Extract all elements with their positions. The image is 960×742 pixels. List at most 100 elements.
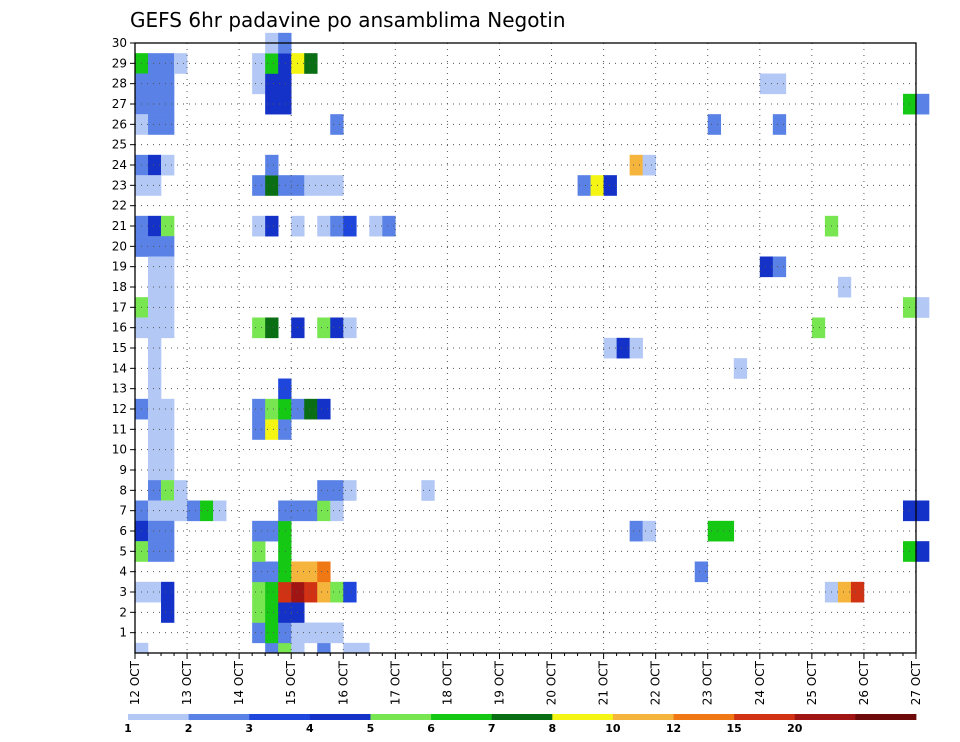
colorbar-label: 20 — [787, 722, 803, 735]
x-tick-label: 14 OCT — [232, 660, 246, 705]
heatmap-cell — [577, 175, 591, 196]
heatmap-cell — [252, 541, 266, 562]
heatmap-cell — [629, 337, 643, 359]
heatmap-cell — [278, 398, 292, 420]
heatmap-cell — [148, 439, 162, 461]
y-tick-label: 19 — [112, 260, 127, 274]
heatmap-cell — [317, 480, 331, 501]
x-tick-label: 25 OCT — [805, 660, 819, 705]
heatmap-cell — [616, 337, 630, 359]
heatmap-cell — [148, 175, 162, 196]
heatmap-cell — [252, 622, 266, 644]
heatmap-cell — [148, 297, 162, 318]
heatmap-cell — [720, 520, 735, 542]
heatmap-cell — [148, 114, 162, 135]
heatmap-cell — [317, 642, 331, 654]
heatmap-cell — [187, 500, 201, 522]
heatmap-cell — [148, 581, 162, 603]
heatmap-cell — [252, 419, 266, 440]
heatmap-cell — [265, 215, 279, 237]
y-tick-label: 16 — [112, 321, 127, 335]
x-tick-label: 12 OCT — [128, 660, 142, 705]
heatmap-cell — [772, 256, 787, 278]
heatmap-cell — [837, 276, 852, 298]
heatmap-cell — [148, 459, 162, 481]
heatmap-cell — [252, 215, 266, 237]
heatmap-cell — [265, 520, 279, 542]
heatmap-cell — [330, 581, 344, 603]
colorbar-label: 2 — [185, 722, 193, 735]
heatmap-cell — [265, 419, 279, 440]
heatmap-cell — [252, 561, 266, 583]
y-tick-label: 11 — [112, 422, 127, 436]
heatmap-cell — [330, 215, 344, 237]
heatmap-cell — [707, 520, 722, 542]
y-tick-label: 4 — [119, 565, 127, 579]
heatmap-cell — [265, 622, 279, 644]
colorbar-segment — [673, 714, 735, 720]
heatmap-cell — [161, 480, 175, 501]
heatmap-cell — [278, 73, 292, 95]
x-tick-label: 24 OCT — [753, 660, 767, 705]
heatmap-cell — [161, 419, 175, 440]
heatmap-cell — [148, 541, 162, 562]
heatmap-cell — [161, 602, 175, 623]
y-tick-label: 2 — [119, 605, 127, 619]
heatmap-cell — [252, 175, 266, 196]
y-tick-label: 20 — [112, 239, 127, 253]
heatmap-cell — [304, 581, 318, 603]
x-tick-label: 23 OCT — [701, 660, 715, 705]
heatmap-cell — [343, 581, 357, 603]
y-tick-label: 27 — [112, 97, 127, 111]
colorbar-label: 7 — [488, 722, 496, 735]
y-tick-label: 23 — [112, 178, 127, 192]
heatmap-cell — [252, 398, 266, 420]
heatmap-cell — [161, 297, 175, 318]
heatmap-cell — [629, 154, 643, 176]
colorbar-label: 3 — [245, 722, 253, 735]
heatmap-cell — [304, 622, 318, 644]
colorbar-label: 5 — [367, 722, 375, 735]
colorbar-segment — [431, 714, 493, 720]
y-tick-label: 22 — [112, 199, 127, 213]
heatmap-cell — [382, 215, 396, 237]
heatmap-cell — [278, 581, 292, 603]
heatmap-cell — [161, 93, 175, 115]
heatmap-cell — [343, 215, 357, 237]
heatmap-cell — [759, 256, 774, 278]
x-tick-label: 15 OCT — [284, 660, 298, 705]
heatmap-cell — [252, 602, 266, 623]
heatmap-cell — [200, 500, 214, 522]
heatmap-cell — [759, 73, 774, 95]
heatmap-cell — [317, 215, 331, 237]
heatmap-cell — [174, 53, 188, 74]
heatmap-cell — [148, 480, 162, 501]
heatmap-cell — [252, 520, 266, 542]
heatmap-cell — [278, 175, 292, 196]
y-axis: 1234567891011121314151617181920212223242… — [112, 36, 135, 640]
colorbar-segment — [612, 714, 674, 720]
heatmap-cell — [330, 480, 344, 501]
heatmap-cell — [850, 581, 865, 603]
heatmap-cell — [317, 581, 331, 603]
colorbar-label: 8 — [548, 722, 556, 735]
colorbar-label: 15 — [726, 722, 741, 735]
heatmap-cell — [811, 317, 826, 339]
y-tick-label: 10 — [112, 443, 127, 457]
heatmap-cell — [278, 419, 292, 440]
colorbar-segment — [309, 714, 371, 720]
heatmap-cell — [343, 317, 357, 339]
x-tick-label: 27 OCT — [909, 660, 923, 705]
heatmap-cell — [161, 500, 175, 522]
colorbar-segment — [734, 714, 796, 720]
x-tick-label: 22 OCT — [649, 660, 663, 705]
y-tick-label: 7 — [119, 504, 127, 518]
heatmap-cell — [343, 480, 357, 501]
heatmap-cell — [161, 541, 175, 562]
y-tick-label: 8 — [119, 483, 127, 497]
y-tick-label: 26 — [112, 117, 127, 131]
heatmap-cell — [278, 93, 292, 115]
heatmap-cell — [837, 581, 852, 603]
heatmap-cell — [252, 53, 266, 74]
